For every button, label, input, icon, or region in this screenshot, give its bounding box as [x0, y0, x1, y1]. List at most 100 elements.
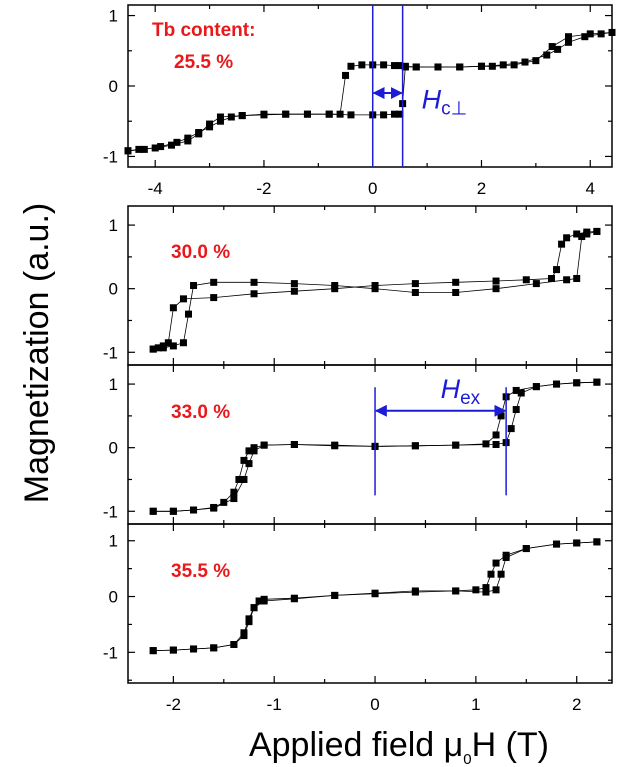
data-point [358, 61, 366, 69]
x-axis-title-prefix: Applied field [249, 726, 444, 764]
data-point [396, 110, 404, 118]
data-point [240, 629, 248, 637]
data-point [492, 559, 500, 567]
data-point [151, 144, 159, 152]
data-point [452, 278, 460, 286]
data-point [488, 62, 496, 70]
data-point [517, 389, 525, 397]
data-point [411, 288, 419, 296]
data-point [290, 595, 298, 603]
data-point [371, 589, 379, 597]
data-point [396, 62, 404, 70]
data-point [169, 342, 177, 350]
y-tick-label: -1 [103, 147, 118, 166]
data-point [238, 112, 246, 120]
data-point [553, 266, 561, 274]
data-point [597, 30, 605, 38]
data-point [452, 441, 460, 449]
data-point [331, 591, 339, 599]
data-point [206, 120, 214, 128]
data-point [452, 587, 460, 595]
data-point [456, 63, 464, 71]
data-point [502, 553, 510, 561]
data-point [492, 277, 500, 285]
panels-group: -4 -2 0 2 4 -1 0 1 Hc⊥ Tb content: 25.5 % -1 0 1 30.0 … [103, 4, 616, 714]
data-point [564, 38, 572, 46]
data-point [325, 110, 333, 118]
data-point [522, 545, 530, 553]
y-tick-label: -1 [103, 502, 118, 521]
data-point [159, 344, 167, 352]
data-point [331, 282, 339, 289]
panel-1: -4 -2 0 2 4 -1 0 1 Hc⊥ Tb content: 25.5 % [103, 4, 616, 198]
data-point [593, 227, 601, 235]
data-point [532, 383, 540, 391]
data-point [216, 113, 224, 121]
data-point [255, 597, 263, 605]
data-point [608, 28, 616, 36]
data-point [411, 587, 419, 595]
data-point [290, 287, 298, 295]
data-point [573, 379, 581, 387]
series-markers-4 [124, 110, 404, 155]
annotation-subscript: c⊥ [441, 99, 467, 120]
data-point [563, 276, 571, 284]
data-point [499, 61, 507, 69]
series-line-1 [127, 75, 346, 152]
data-point [230, 488, 238, 496]
x-tick-label: 2 [572, 695, 581, 714]
panel-4: -2 -1 0 1 2 -1 0 1 35.5 % [103, 523, 613, 714]
data-point [235, 475, 243, 483]
data-point [411, 280, 419, 288]
series-markers-2 [149, 538, 601, 655]
data-point [169, 304, 177, 312]
x-tick-label: -2 [256, 179, 271, 198]
data-point [581, 33, 589, 41]
data-point [482, 440, 490, 448]
data-point [563, 234, 571, 242]
annotation-subscript: ex [460, 388, 481, 409]
data-point [210, 278, 218, 286]
data-point [216, 117, 224, 125]
data-point [482, 584, 490, 592]
y-tick-label: -1 [103, 643, 118, 662]
data-point [210, 294, 218, 302]
data-point [492, 441, 500, 448]
series-line-2 [350, 32, 613, 68]
panel-3: -1 0 1 Hex 33.0 % [103, 364, 613, 525]
data-point [573, 539, 581, 547]
data-point [522, 276, 530, 284]
data-point [558, 240, 566, 248]
x-tick-label: 0 [370, 695, 379, 714]
data-point [195, 130, 203, 138]
data-point [140, 145, 148, 153]
data-point [510, 61, 518, 69]
data-point [154, 344, 162, 352]
data-point [184, 137, 192, 145]
data-point [179, 295, 187, 303]
data-point [492, 431, 500, 439]
series-markers-1 [124, 71, 350, 155]
x-axis-title-suffix: H (T) [472, 726, 549, 764]
data-point [380, 61, 388, 69]
data-point [380, 111, 388, 119]
data-point [553, 380, 561, 388]
data-point [472, 586, 480, 594]
annotation-label: Hex [441, 374, 481, 409]
data-point [227, 113, 235, 121]
panel-label-value: 25.5 % [174, 52, 233, 73]
data-point [169, 646, 177, 654]
data-point [210, 504, 218, 512]
data-point [507, 425, 515, 433]
data-point [240, 456, 248, 464]
data-point [169, 507, 177, 515]
data-point [497, 570, 505, 578]
data-point [185, 310, 192, 318]
data-point [290, 280, 298, 288]
x-tick-label: 0 [368, 179, 377, 198]
data-point [149, 345, 157, 353]
panel-label: 35.5 % [171, 561, 230, 582]
annotation-label: Hc⊥ [422, 85, 468, 120]
data-point [487, 570, 495, 578]
